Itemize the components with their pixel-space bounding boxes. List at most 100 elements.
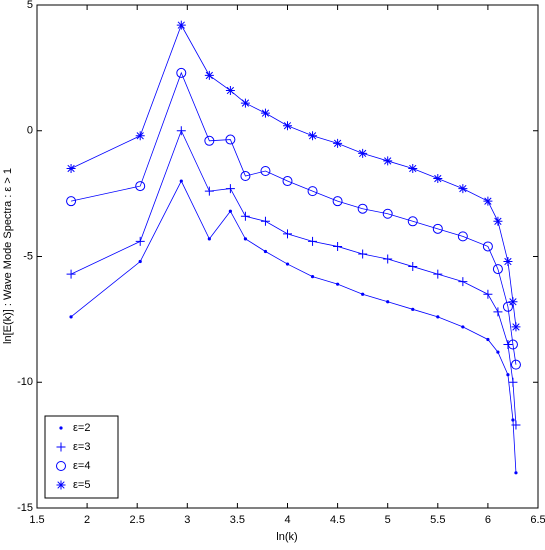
marker bbox=[357, 203, 368, 214]
cross bbox=[408, 262, 418, 272]
marker bbox=[382, 208, 393, 219]
dot bbox=[179, 179, 183, 183]
marker bbox=[482, 241, 493, 252]
marker bbox=[135, 181, 146, 192]
marker bbox=[135, 236, 145, 246]
marker bbox=[56, 480, 66, 490]
cross bbox=[503, 340, 513, 350]
marker bbox=[457, 231, 468, 242]
marker bbox=[260, 165, 271, 176]
ring bbox=[135, 181, 146, 192]
cross bbox=[308, 132, 317, 140]
marker bbox=[336, 282, 340, 286]
marker bbox=[204, 186, 214, 196]
dot bbox=[496, 350, 500, 354]
marker bbox=[433, 269, 443, 279]
ring bbox=[457, 231, 468, 242]
cross bbox=[176, 126, 186, 136]
marker bbox=[260, 108, 270, 118]
y-tick-label: 5 bbox=[27, 0, 33, 11]
y-tick-label: -15 bbox=[17, 502, 33, 514]
ring bbox=[507, 339, 518, 350]
ring bbox=[357, 203, 368, 214]
cross bbox=[261, 109, 270, 117]
ring bbox=[502, 301, 513, 312]
dot bbox=[386, 300, 390, 304]
marker bbox=[407, 216, 418, 227]
marker bbox=[59, 426, 63, 430]
x-tick-label: 5.5 bbox=[430, 514, 445, 526]
cross bbox=[308, 236, 318, 246]
cross bbox=[484, 197, 492, 205]
x-tick-label: 3.5 bbox=[230, 514, 245, 526]
marker bbox=[69, 315, 73, 319]
cross bbox=[283, 122, 292, 130]
dot bbox=[263, 249, 268, 254]
marker bbox=[308, 131, 318, 141]
x-tick-label: 1.5 bbox=[29, 514, 44, 526]
marker bbox=[361, 292, 365, 296]
marker bbox=[502, 301, 513, 312]
marker bbox=[436, 315, 440, 319]
x-tick-label: 4 bbox=[284, 514, 290, 526]
marker bbox=[492, 264, 503, 275]
y-tick-label: -10 bbox=[17, 376, 33, 388]
marker bbox=[138, 259, 142, 264]
series-line bbox=[70, 24, 517, 327]
marker bbox=[332, 196, 343, 207]
marker bbox=[56, 461, 66, 471]
cross bbox=[358, 149, 367, 158]
marker bbox=[310, 275, 315, 279]
marker bbox=[493, 307, 503, 317]
cross bbox=[459, 184, 467, 193]
cross bbox=[494, 217, 502, 225]
dot bbox=[310, 275, 315, 279]
marker bbox=[308, 236, 318, 246]
marker bbox=[493, 216, 503, 226]
ring bbox=[240, 171, 251, 182]
marker bbox=[358, 249, 368, 259]
cross bbox=[511, 420, 521, 430]
marker bbox=[333, 241, 343, 251]
x-tick-label: 2.5 bbox=[130, 514, 145, 526]
ring bbox=[382, 208, 393, 219]
cross bbox=[56, 442, 66, 452]
marker bbox=[176, 67, 187, 78]
dot bbox=[461, 325, 465, 329]
cross bbox=[136, 132, 144, 140]
dot bbox=[69, 315, 73, 319]
marker bbox=[207, 237, 211, 241]
cross bbox=[483, 289, 493, 299]
marker bbox=[263, 249, 268, 254]
cross bbox=[333, 139, 342, 147]
series-line bbox=[70, 71, 517, 365]
marker bbox=[386, 300, 390, 304]
cross bbox=[504, 257, 512, 266]
marker bbox=[483, 196, 493, 206]
legend-label: ε=2 bbox=[73, 422, 90, 434]
marker bbox=[433, 174, 443, 184]
cross bbox=[204, 186, 214, 196]
marker bbox=[282, 176, 293, 187]
dot bbox=[228, 209, 232, 213]
marker bbox=[383, 254, 393, 264]
dot bbox=[285, 262, 290, 266]
cross bbox=[66, 269, 76, 279]
marker bbox=[66, 196, 77, 207]
cross bbox=[226, 86, 235, 95]
marker bbox=[307, 186, 318, 197]
marker bbox=[483, 289, 493, 299]
marker bbox=[458, 277, 468, 287]
marker bbox=[179, 179, 183, 183]
legend-box bbox=[44, 415, 119, 499]
dot bbox=[138, 259, 142, 264]
marker bbox=[260, 216, 270, 226]
series-line bbox=[70, 129, 517, 426]
marker bbox=[508, 297, 518, 307]
marker bbox=[240, 171, 251, 182]
ring bbox=[432, 223, 443, 234]
dot bbox=[506, 373, 510, 377]
dot bbox=[243, 237, 248, 241]
cross bbox=[240, 211, 250, 221]
cross bbox=[57, 481, 65, 489]
